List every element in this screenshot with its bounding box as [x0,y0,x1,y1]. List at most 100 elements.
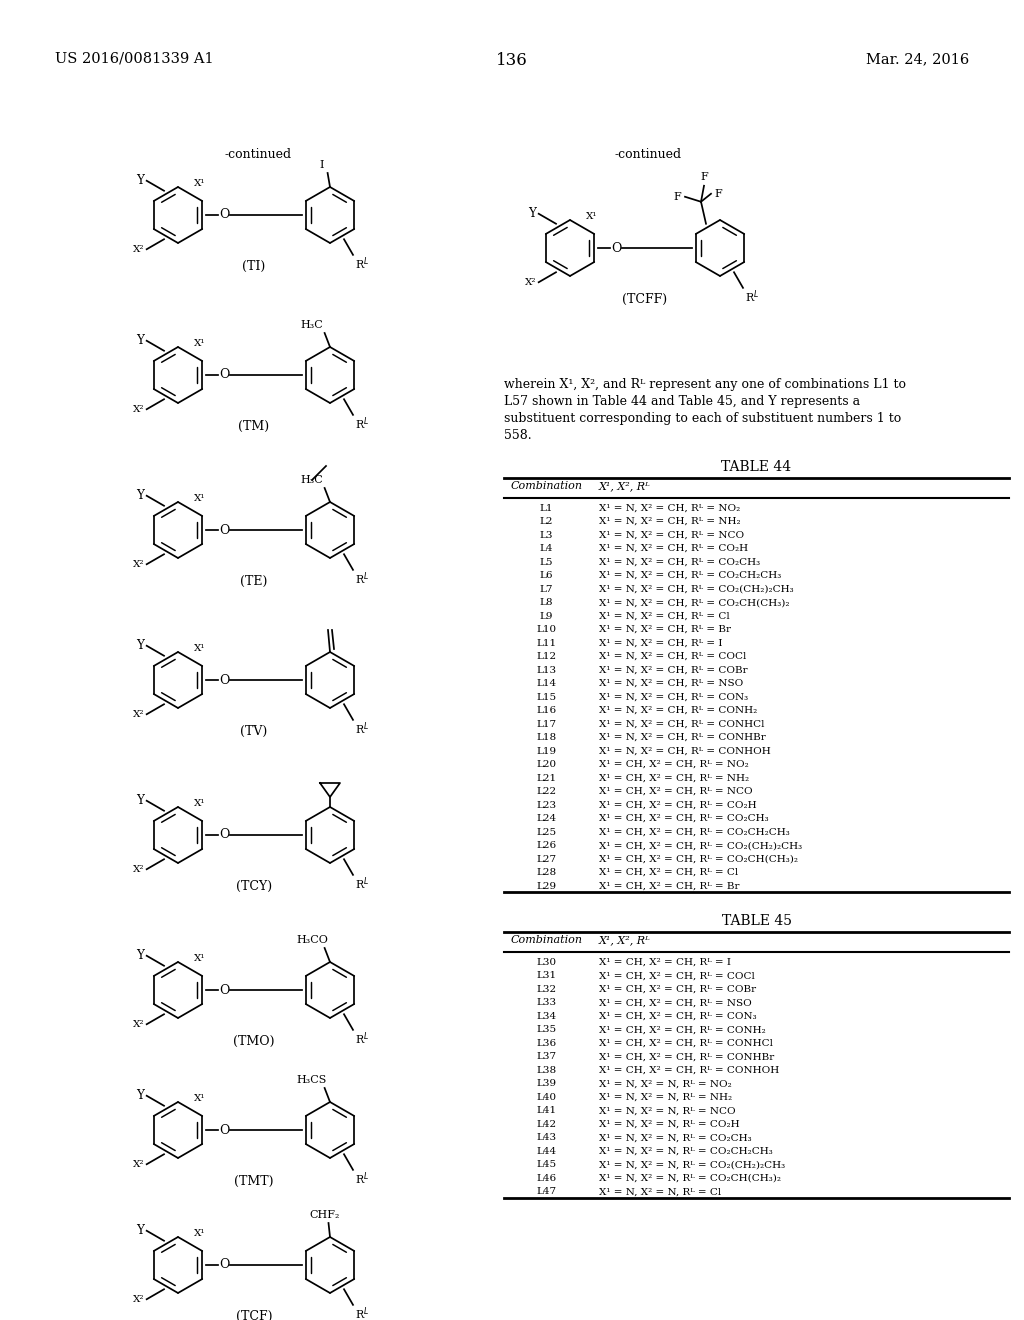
Text: X²: X² [133,1160,144,1168]
Text: L11: L11 [537,639,557,648]
Text: F: F [714,189,722,199]
Text: O: O [219,1258,229,1271]
Text: X¹: X¹ [194,954,206,962]
Text: L22: L22 [537,787,557,796]
Text: L42: L42 [537,1119,557,1129]
Text: L31: L31 [537,972,557,981]
Text: (TMT): (TMT) [234,1175,273,1188]
Text: X¹ = CH, X² = CH, Rᴸ = CONH₂: X¹ = CH, X² = CH, Rᴸ = CONH₂ [599,1026,766,1035]
Text: Y: Y [136,1224,143,1237]
Text: L33: L33 [537,998,557,1007]
Text: L17: L17 [537,719,557,729]
Text: Y: Y [136,490,143,502]
Text: X¹ = CH, X² = CH, Rᴸ = CO₂CH₃: X¹ = CH, X² = CH, Rᴸ = CO₂CH₃ [599,814,769,824]
Text: L43: L43 [537,1134,557,1142]
Text: L35: L35 [537,1026,557,1035]
Text: X¹ = N, X² = CH, Rᴸ = I: X¹ = N, X² = CH, Rᴸ = I [599,639,723,648]
Text: X¹ = N, X² = CH, Rᴸ = Br: X¹ = N, X² = CH, Rᴸ = Br [599,626,731,634]
Text: L8: L8 [540,598,553,607]
Text: L13: L13 [537,665,557,675]
Text: L7: L7 [540,585,553,594]
Text: L45: L45 [537,1160,557,1170]
Text: L18: L18 [537,733,557,742]
Text: O: O [219,829,229,842]
Text: X¹: X¹ [194,339,206,347]
Text: X¹: X¹ [194,494,206,503]
Text: X¹ = CH, X² = CH, Rᴸ = CONHBr: X¹ = CH, X² = CH, Rᴸ = CONHBr [599,1052,774,1061]
Text: I: I [319,160,325,170]
Text: X²: X² [133,710,144,719]
Text: X¹ = N, X² = CH, Rᴸ = CO₂H: X¹ = N, X² = CH, Rᴸ = CO₂H [599,544,749,553]
Text: O: O [219,1123,229,1137]
Text: X¹ = N, X² = N, Rᴸ = CO₂H: X¹ = N, X² = N, Rᴸ = CO₂H [599,1119,739,1129]
Text: Y: Y [136,1089,143,1102]
Text: X¹ = N, X² = N, Rᴸ = CO₂CH₂CH₃: X¹ = N, X² = N, Rᴸ = CO₂CH₂CH₃ [599,1147,773,1156]
Text: 558.: 558. [504,429,531,442]
Text: L6: L6 [540,572,553,579]
Text: X¹: X¹ [194,799,206,808]
Text: X²: X² [133,1295,144,1304]
Text: X¹ = N, X² = N, Rᴸ = NCO: X¹ = N, X² = N, Rᴸ = NCO [599,1106,735,1115]
Text: L10: L10 [537,626,557,634]
Text: O: O [219,983,229,997]
Text: X¹ = N, X² = N, Rᴸ = CO₂(CH₂)₂CH₃: X¹ = N, X² = N, Rᴸ = CO₂(CH₂)₂CH₃ [599,1160,785,1170]
Text: X¹: X¹ [194,1094,206,1102]
Text: X¹ = CH, X² = CH, Rᴸ = COCl: X¹ = CH, X² = CH, Rᴸ = COCl [599,972,755,981]
Text: L36: L36 [537,1039,557,1048]
Text: X¹ = N, X² = N, Rᴸ = NH₂: X¹ = N, X² = N, Rᴸ = NH₂ [599,1093,732,1102]
Text: L29: L29 [537,882,557,891]
Text: L32: L32 [537,985,557,994]
Text: X¹ = CH, X² = CH, Rᴸ = NCO: X¹ = CH, X² = CH, Rᴸ = NCO [599,787,753,796]
Text: L46: L46 [537,1173,557,1183]
Text: L38: L38 [537,1065,557,1074]
Text: X¹ = N, X² = CH, Rᴸ = CONH₂: X¹ = N, X² = CH, Rᴸ = CONH₂ [599,706,758,715]
Text: X¹ = CH, X² = CH, Rᴸ = CONHOH: X¹ = CH, X² = CH, Rᴸ = CONHOH [599,1065,779,1074]
Text: L3: L3 [540,531,553,540]
Text: substituent corresponding to each of substituent numbers 1 to: substituent corresponding to each of sub… [504,412,901,425]
Text: L1: L1 [540,504,553,512]
Text: (TV): (TV) [241,725,267,738]
Text: X¹ = CH, X² = CH, Rᴸ = CO₂CH(CH₃)₂: X¹ = CH, X² = CH, Rᴸ = CO₂CH(CH₃)₂ [599,854,798,863]
Text: X¹ = N, X² = CH, Rᴸ = CO₂CH₃: X¹ = N, X² = CH, Rᴸ = CO₂CH₃ [599,557,760,566]
Text: H₃C: H₃C [301,475,324,484]
Text: (TI): (TI) [243,260,265,273]
Text: L40: L40 [537,1093,557,1102]
Text: wherein X¹, X², and Rᴸ represent any one of combinations L1 to: wherein X¹, X², and Rᴸ represent any one… [504,378,906,391]
Text: Y: Y [136,639,143,652]
Text: X²: X² [133,560,144,569]
Text: X¹ = N, X² = N, Rᴸ = NO₂: X¹ = N, X² = N, Rᴸ = NO₂ [599,1080,732,1088]
Text: US 2016/0081339 A1: US 2016/0081339 A1 [55,51,214,66]
Text: X¹ = N, X² = N, Rᴸ = Cl: X¹ = N, X² = N, Rᴸ = Cl [599,1187,721,1196]
Text: X²: X² [133,244,144,253]
Text: X¹ = CH, X² = CH, Rᴸ = COBr: X¹ = CH, X² = CH, Rᴸ = COBr [599,985,756,994]
Text: L39: L39 [537,1080,557,1088]
Text: R$^L$: R$^L$ [355,1171,370,1188]
Text: L27: L27 [537,854,557,863]
Text: R$^L$: R$^L$ [355,1305,370,1320]
Text: X¹ = CH, X² = CH, Rᴸ = CO₂(CH₂)₂CH₃: X¹ = CH, X² = CH, Rᴸ = CO₂(CH₂)₂CH₃ [599,841,802,850]
Text: X²: X² [133,865,144,874]
Text: (TCF): (TCF) [236,1309,272,1320]
Text: X¹ = N, X² = CH, Rᴸ = NH₂: X¹ = N, X² = CH, Rᴸ = NH₂ [599,517,740,527]
Text: O: O [610,242,622,255]
Text: TABLE 44: TABLE 44 [722,459,792,474]
Text: O: O [219,524,229,536]
Text: R$^L$: R$^L$ [355,256,370,272]
Text: Mar. 24, 2016: Mar. 24, 2016 [865,51,969,66]
Text: L30: L30 [537,958,557,966]
Text: L26: L26 [537,841,557,850]
Text: L28: L28 [537,869,557,876]
Text: X¹ = N, X² = CH, Rᴸ = CO₂CH(CH₃)₂: X¹ = N, X² = CH, Rᴸ = CO₂CH(CH₃)₂ [599,598,790,607]
Text: L23: L23 [537,801,557,809]
Text: Y: Y [136,174,143,187]
Text: X¹ = N, X² = CH, Rᴸ = CON₃: X¹ = N, X² = CH, Rᴸ = CON₃ [599,693,749,702]
Text: X¹ = N, X² = CH, Rᴸ = CONHOH: X¹ = N, X² = CH, Rᴸ = CONHOH [599,747,771,755]
Text: -continued: -continued [614,148,682,161]
Text: L25: L25 [537,828,557,837]
Text: O: O [219,368,229,381]
Text: X¹: X¹ [194,644,206,653]
Text: L5: L5 [540,557,553,566]
Text: H₃C: H₃C [301,319,324,330]
Text: (TMO): (TMO) [233,1035,274,1048]
Text: (TM): (TM) [239,420,269,433]
